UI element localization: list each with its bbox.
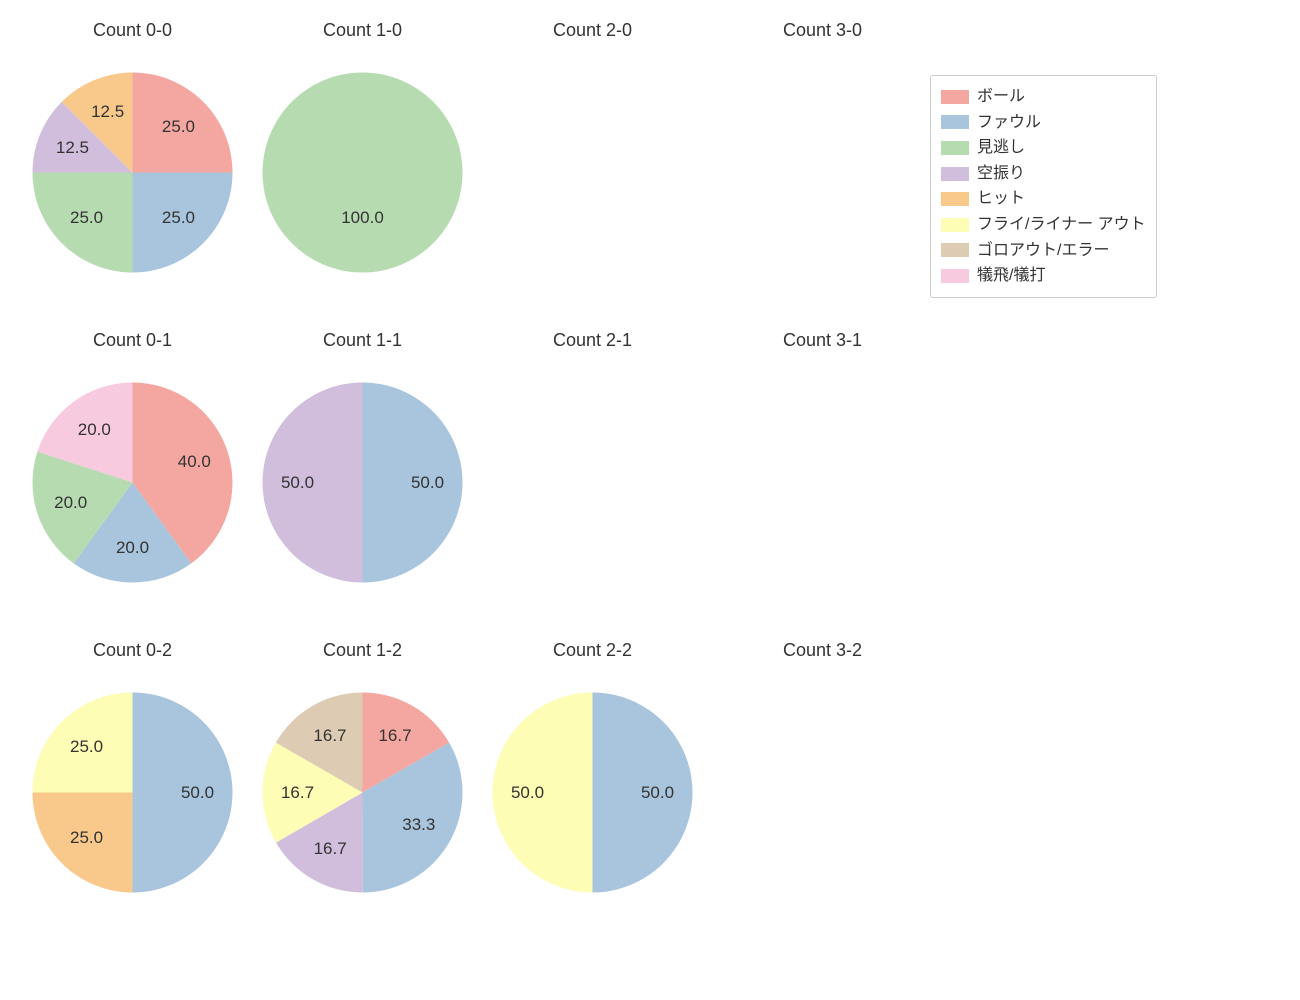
pie-chart [250, 60, 475, 285]
subplot-count-1-0: Count 1-0 100.0 [250, 20, 475, 300]
subplot-count-3-2: Count 3-2 [710, 640, 935, 920]
slice-label: 50.0 [281, 473, 314, 493]
subplot-count-1-1: Count 1-1 50.0 50.0 [250, 330, 475, 610]
legend-swatch [941, 192, 969, 206]
slice-label: 16.7 [378, 726, 411, 746]
legend-item-flyout: フライ/ライナー アウト [941, 212, 1146, 238]
slice-label: 40.0 [178, 452, 211, 472]
slice-label: 20.0 [78, 420, 111, 440]
legend-swatch [941, 243, 969, 257]
subplot-count-0-1: Count 0-1 40.0 20.0 20.0 20.0 [20, 330, 245, 610]
slice-label: 16.7 [313, 726, 346, 746]
slice-label: 25.0 [70, 737, 103, 757]
subplot-title: Count 1-2 [250, 640, 475, 661]
subplot-title: Count 1-1 [250, 330, 475, 351]
pie-area: 25.0 25.0 25.0 12.512.5 [20, 60, 245, 285]
subplot-count-3-1: Count 3-1 [710, 330, 935, 610]
subplot-title: Count 2-0 [480, 20, 705, 41]
legend-label: 見逃し [977, 135, 1025, 161]
legend-item-sac: 犠飛/犠打 [941, 263, 1146, 289]
pie-area [480, 370, 705, 595]
pie-chart [20, 60, 245, 285]
legend-label: ヒット [977, 186, 1025, 212]
legend-item-look: 見逃し [941, 135, 1146, 161]
legend-swatch [941, 167, 969, 181]
subplot-count-2-0: Count 2-0 [480, 20, 705, 300]
slice-label: 25.0 [70, 208, 103, 228]
legend-swatch [941, 218, 969, 232]
slice-label: 20.0 [54, 493, 87, 513]
legend-swatch [941, 141, 969, 155]
legend-item-foul: ファウル [941, 110, 1146, 136]
slice-label: 25.0 [162, 208, 195, 228]
legend-label: 空振り [977, 161, 1025, 187]
legend-swatch [941, 269, 969, 283]
pie-chart [20, 370, 245, 595]
legend-swatch [941, 115, 969, 129]
subplot-title: Count 0-2 [20, 640, 245, 661]
pie-area [710, 60, 935, 285]
subplot-count-1-2: Count 1-2 16.7 33.3 16.7 16.7 16.7 [250, 640, 475, 920]
slice-label: 20.0 [116, 538, 149, 558]
subplot-title: Count 2-1 [480, 330, 705, 351]
subplot-title: Count 3-2 [710, 640, 935, 661]
legend-label: フライ/ライナー アウト [977, 212, 1146, 238]
subplot-count-2-2: Count 2-2 50.0 50.0 [480, 640, 705, 920]
pie-area [480, 60, 705, 285]
legend-item-hit: ヒット [941, 186, 1146, 212]
pie-area: 40.0 20.0 20.0 20.0 [20, 370, 245, 595]
slice-label: 50.0 [511, 783, 544, 803]
slice-label: 50.0 [411, 473, 444, 493]
subplot-title: Count 3-1 [710, 330, 935, 351]
legend-label: 犠飛/犠打 [977, 263, 1045, 289]
slice-label: 16.7 [314, 839, 347, 859]
legend-item-swing: 空振り [941, 161, 1146, 187]
subplot-title: Count 3-0 [710, 20, 935, 41]
subplot-count-0-0: Count 0-0 25.0 25.0 25.0 12.512.5 [20, 20, 245, 300]
slice-label: 25.0 [162, 117, 195, 137]
slice-label: 50.0 [181, 783, 214, 803]
subplot-count-3-0: Count 3-0 [710, 20, 935, 300]
pie-area: 100.0 [250, 60, 475, 285]
subplot-title: Count 2-2 [480, 640, 705, 661]
legend-swatch [941, 90, 969, 104]
pie-area: 16.7 33.3 16.7 16.7 16.7 [250, 680, 475, 905]
pie-area: 50.0 25.0 25.0 [20, 680, 245, 905]
legend-label: ボール [977, 84, 1025, 110]
slice-label: 100.0 [341, 208, 384, 228]
subplot-count-0-2: Count 0-2 50.0 25.0 25.0 [20, 640, 245, 920]
legend-label: ファウル [977, 110, 1041, 136]
pie-area: 50.0 50.0 [250, 370, 475, 595]
slice-label: 50.0 [641, 783, 674, 803]
legend: ボールファウル見逃し空振りヒットフライ/ライナー アウトゴロアウト/エラー犠飛/… [930, 75, 1157, 298]
slice-label: 12.5 [91, 102, 124, 122]
legend-label: ゴロアウト/エラー [977, 238, 1109, 264]
pie-area: 50.0 50.0 [480, 680, 705, 905]
slice-label: 25.0 [70, 828, 103, 848]
pie-area [710, 680, 935, 905]
slice-label: 16.7 [281, 783, 314, 803]
subplot-count-2-1: Count 2-1 [480, 330, 705, 610]
subplot-title: Count 0-0 [20, 20, 245, 41]
subplot-title: Count 0-1 [20, 330, 245, 351]
pie-chart-grid: Count 0-0 25.0 25.0 25.0 12.512.5 Count 1-0 10… [0, 0, 1300, 1000]
legend-item-groundout: ゴロアウト/エラー [941, 238, 1146, 264]
slice-label: 12.5 [56, 138, 89, 158]
subplot-title: Count 1-0 [250, 20, 475, 41]
pie-slice-look [263, 73, 463, 273]
slice-label: 33.3 [402, 815, 435, 835]
pie-area [710, 370, 935, 595]
legend-item-ball: ボール [941, 84, 1146, 110]
